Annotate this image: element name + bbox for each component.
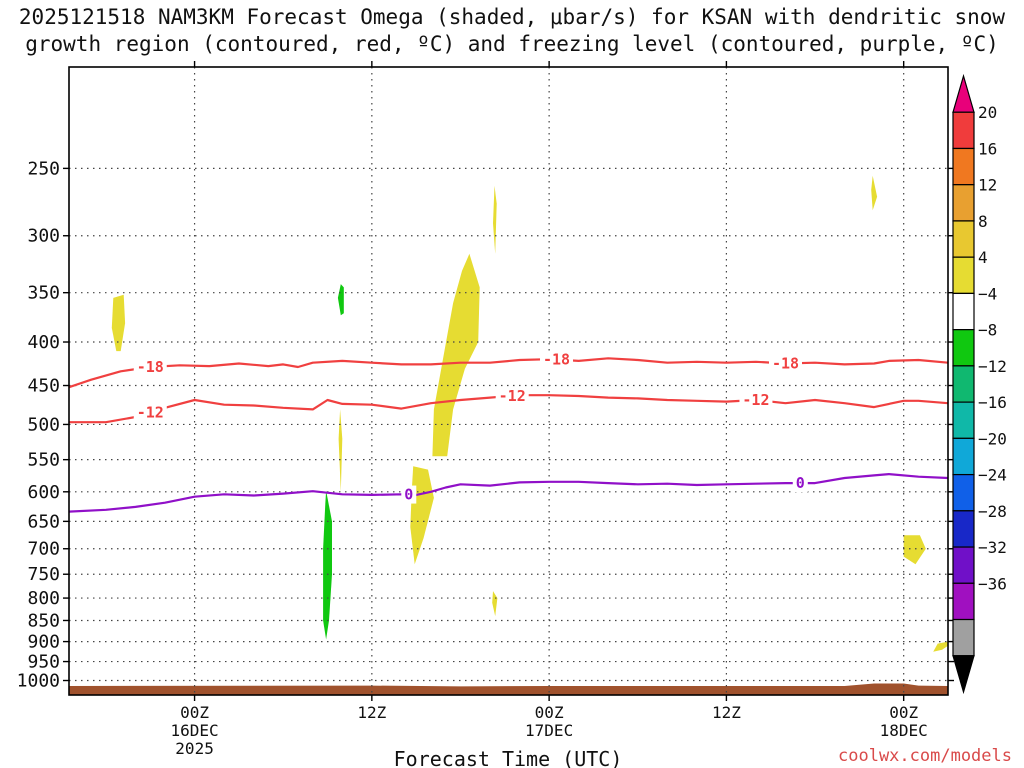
contour-label-bg bbox=[739, 391, 773, 410]
contour-label: -12 bbox=[742, 391, 769, 409]
colorbar-swatch bbox=[952, 111, 975, 150]
colorbar-label: 12 bbox=[978, 176, 997, 195]
y-tick-label: 600 bbox=[27, 482, 60, 503]
colorbar-swatch bbox=[952, 510, 975, 548]
colorbar-label: 16 bbox=[978, 139, 997, 158]
contour-label-bg bbox=[495, 386, 529, 405]
x-tick-label: 00Z bbox=[535, 703, 564, 722]
colorbar-label: −36 bbox=[978, 574, 1007, 593]
x-tick-label: 16DEC bbox=[170, 721, 218, 740]
omega-region-7 bbox=[493, 185, 497, 254]
contour-label-bg bbox=[792, 474, 808, 493]
contour-label: -18 bbox=[772, 355, 799, 373]
colorbar-label: −20 bbox=[978, 429, 1007, 448]
contour-label-bg bbox=[401, 485, 417, 504]
y-tick-label: 350 bbox=[27, 283, 60, 304]
colorbar-swatch bbox=[952, 220, 975, 258]
x-tick-label: 00Z bbox=[180, 703, 209, 722]
x-axis-label: Forecast Time (UTC) bbox=[394, 747, 623, 768]
y-tick-label: 250 bbox=[27, 158, 60, 179]
colorbar-label: −16 bbox=[978, 393, 1007, 412]
x-tick-label: 00Z bbox=[889, 703, 918, 722]
contour-label: -12 bbox=[137, 403, 164, 421]
colorbar-swatch bbox=[952, 618, 975, 657]
omega-region-11 bbox=[933, 641, 948, 652]
contour-label-bg bbox=[133, 403, 167, 422]
y-tick-label: 700 bbox=[27, 539, 60, 560]
colorbar-label: 4 bbox=[978, 248, 988, 267]
omega-region-6 bbox=[432, 253, 480, 457]
colorbar-swatch bbox=[952, 582, 975, 621]
y-tick-label: 500 bbox=[27, 414, 60, 435]
colorbar-label: −24 bbox=[978, 466, 1007, 485]
omega-region-3 bbox=[338, 409, 343, 492]
colorbar-arrow-bottom bbox=[952, 655, 975, 695]
y-tick-label: 300 bbox=[27, 226, 60, 247]
y-tick-label: 400 bbox=[27, 332, 60, 353]
colorbar-swatch bbox=[952, 256, 975, 295]
contour-line-3 bbox=[69, 473, 948, 513]
colorbar-label: 20 bbox=[978, 103, 997, 122]
plot-frame bbox=[68, 66, 949, 696]
colorbar-swatch bbox=[952, 147, 975, 186]
y-tick-label: 650 bbox=[27, 511, 60, 532]
y-tick-label: 450 bbox=[27, 376, 60, 397]
colorbar-swatch bbox=[952, 184, 975, 222]
ground-terrain bbox=[69, 683, 948, 695]
contour-label: 0 bbox=[404, 486, 413, 504]
chart-title: 2025121518 NAM3KM Forecast Omega (shaded… bbox=[18, 5, 1006, 29]
colorbar-swatch bbox=[952, 365, 975, 403]
contour-label: -18 bbox=[543, 351, 570, 369]
y-tick-label: 550 bbox=[27, 450, 60, 471]
chart-subtitle: growth region (contoured, red, ºC) and f… bbox=[25, 32, 999, 56]
colorbar-swatch bbox=[952, 546, 975, 584]
contour-label: 0 bbox=[796, 474, 805, 492]
credit-text: coolwx.com/models bbox=[838, 746, 1012, 766]
omega-region-10 bbox=[903, 535, 926, 565]
colorbar-swatch bbox=[952, 437, 975, 476]
omega-region-1 bbox=[111, 294, 126, 352]
contour-label: -18 bbox=[137, 358, 164, 376]
colorbar-label: −4 bbox=[978, 284, 997, 303]
y-tick-label: 750 bbox=[27, 564, 60, 585]
colorbar-label: −12 bbox=[978, 357, 1007, 376]
colorbar-swatch bbox=[952, 292, 975, 331]
colorbar-swatch bbox=[952, 329, 975, 367]
colorbar-label: −28 bbox=[978, 502, 1007, 521]
y-tick-label: 1000 bbox=[17, 671, 60, 692]
contour-label: -12 bbox=[499, 387, 526, 405]
contour-label-bg bbox=[540, 350, 574, 369]
omega-region-4 bbox=[323, 490, 332, 640]
y-tick-label: 850 bbox=[27, 610, 60, 631]
x-tick-label: 17DEC bbox=[525, 721, 573, 740]
y-tick-label: 950 bbox=[27, 652, 60, 673]
omega-region-8 bbox=[492, 591, 498, 617]
colorbar-arrow-top bbox=[952, 73, 975, 113]
contour-label-bg bbox=[133, 358, 167, 377]
colorbar-swatch bbox=[952, 473, 975, 512]
y-tick-label: 800 bbox=[27, 588, 60, 609]
x-tick-label: 2025 bbox=[175, 739, 214, 758]
contour-line-1 bbox=[69, 357, 948, 389]
colorbar-label: 8 bbox=[978, 212, 988, 231]
omega-region-9 bbox=[871, 175, 878, 211]
y-tick-label: 900 bbox=[27, 632, 60, 653]
x-tick-label: 12Z bbox=[712, 703, 741, 722]
colorbar-label: −8 bbox=[978, 321, 997, 340]
x-tick-label: 18DEC bbox=[880, 721, 928, 740]
colorbar-swatch bbox=[952, 401, 975, 439]
colorbar-label: −32 bbox=[978, 538, 1007, 557]
x-tick-label: 12Z bbox=[357, 703, 386, 722]
contour-label-bg bbox=[768, 354, 802, 373]
omega-region-5 bbox=[410, 466, 434, 565]
omega-region-2 bbox=[337, 284, 344, 316]
